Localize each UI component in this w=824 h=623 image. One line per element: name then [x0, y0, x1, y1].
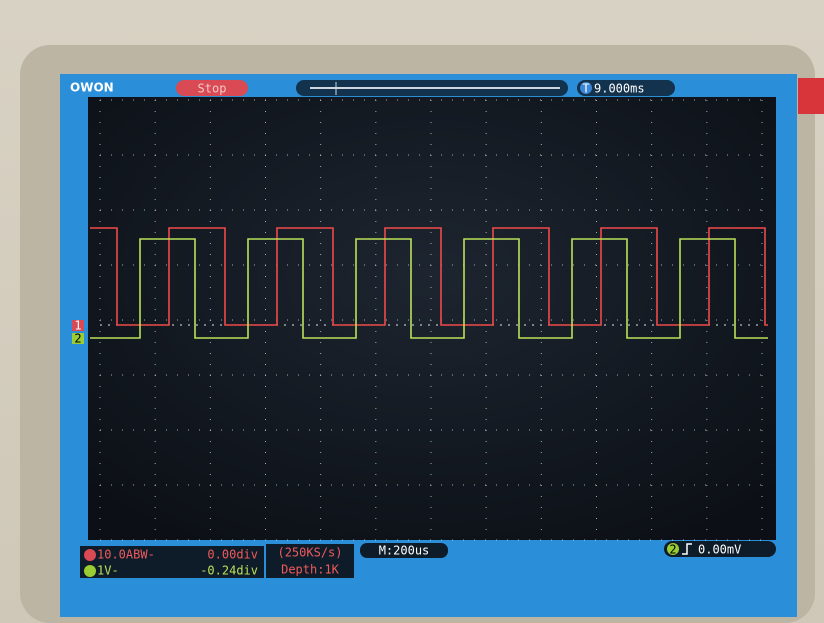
trigger-time: 9.000ms [594, 82, 645, 96]
oscilloscope-photo: OWON Stop T 9.000ms 1 2 10.0ABW- 0.00div… [0, 0, 824, 623]
page: {"header": {"logo": "OWON", "run_state":… [0, 0, 824, 623]
logo: OWON [70, 81, 114, 95]
ch2-marker: 2 [74, 332, 81, 346]
ch2-offset: -0.24div [200, 564, 258, 578]
trigger-channel: 2 [669, 543, 676, 557]
ch1-marker: 1 [74, 319, 81, 333]
ch1-offset: 0.00div [207, 548, 258, 562]
trigger-level: 0.00mV [698, 543, 741, 557]
ch1-setting: 10.0ABW- [97, 548, 155, 562]
ch1-icon [84, 549, 96, 561]
timebase: M:200us [379, 544, 430, 558]
depth: Depth:1K [281, 563, 340, 577]
ch2-icon [84, 565, 96, 577]
red-tab [798, 78, 824, 114]
trigger-marker: T [582, 82, 589, 96]
sample-rate: (250KS/s) [277, 546, 342, 560]
graticule [88, 97, 776, 540]
ch2-setting: 1V- [97, 564, 119, 578]
run-state: Stop [198, 82, 227, 96]
